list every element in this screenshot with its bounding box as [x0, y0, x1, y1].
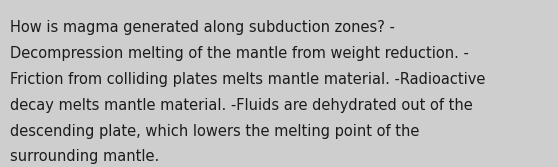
Text: decay melts mantle material. -Fluids are dehydrated out of the: decay melts mantle material. -Fluids are…	[10, 98, 473, 113]
Text: descending plate, which lowers the melting point of the: descending plate, which lowers the melti…	[10, 124, 420, 139]
Text: Friction from colliding plates melts mantle material. -Radioactive: Friction from colliding plates melts man…	[10, 72, 485, 87]
Text: surrounding mantle.: surrounding mantle.	[10, 149, 159, 164]
Text: Decompression melting of the mantle from weight reduction. -: Decompression melting of the mantle from…	[10, 46, 469, 61]
Text: How is magma generated along subduction zones? -: How is magma generated along subduction …	[10, 20, 395, 35]
